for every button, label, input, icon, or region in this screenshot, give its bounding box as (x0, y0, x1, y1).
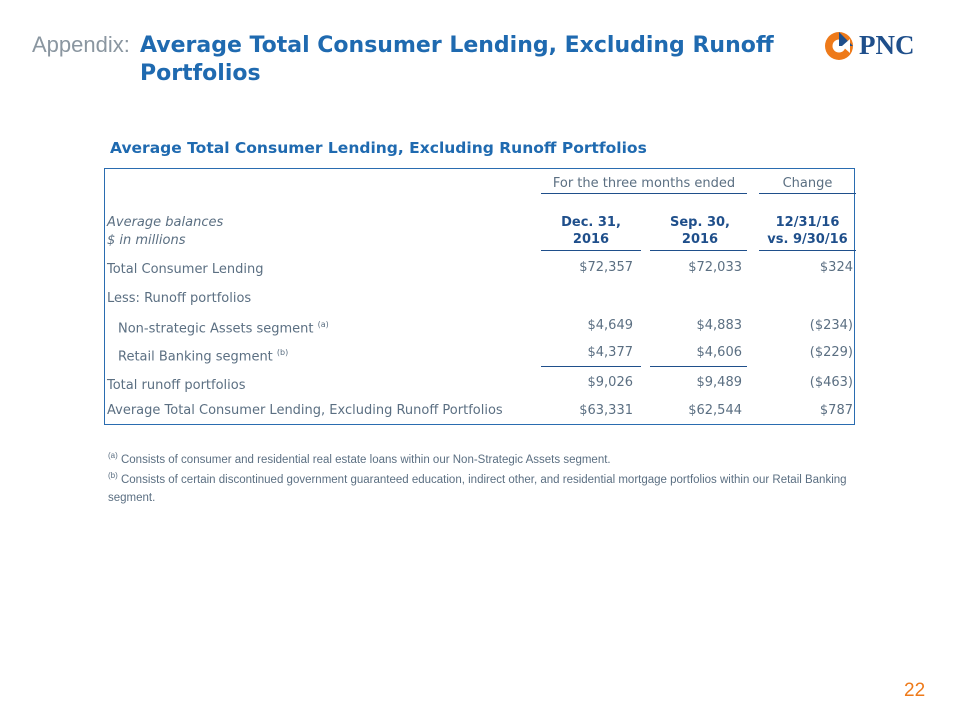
col-header-change-line1: 12/31/16 (775, 215, 840, 230)
footnote-a: (a) Consists of consumer and residential… (108, 447, 848, 469)
pnc-mark-icon (825, 32, 853, 60)
table-title: Average Total Consumer Lending, Excludin… (110, 139, 647, 157)
group-header-three-months: For the three months ended (552, 176, 736, 191)
cell-total-runoff-dec: $9,026 (587, 375, 634, 390)
cell-avg-excluding-runoff-change: $787 (819, 403, 853, 418)
footnote-b: (b) Consists of certain discontinued gov… (108, 467, 848, 507)
footnote-b-mark: (b) (108, 471, 118, 480)
cell-total-consumer-lending-sep: $72,033 (688, 260, 742, 275)
cell-total-runoff-change: ($463) (809, 375, 853, 390)
row-label-avg-excluding-runoff: Average Total Consumer Lending, Excludin… (107, 403, 503, 418)
cell-retail-banking-sep: $4,606 (696, 345, 743, 360)
row-label-retail-banking-text: Retail Banking segment (118, 349, 273, 365)
col-header-change-period: 12/31/16 vs. 9/30/16 (759, 214, 856, 248)
cell-retail-banking-change: ($229) (809, 345, 853, 360)
group-header-underline (541, 193, 747, 194)
cell-total-consumer-lending-change: $324 (819, 260, 853, 275)
cell-total-consumer-lending-dec: $72,357 (579, 260, 633, 275)
subtotal-rule-col1 (541, 366, 641, 367)
footnote-ref-a: (a) (317, 320, 329, 329)
col-header-dec-line1: Dec. 31, (561, 215, 621, 230)
footnote-a-mark: (a) (108, 451, 118, 460)
subtotal-rule-col2 (650, 366, 747, 367)
col-header-dec-line2: 2016 (572, 232, 610, 247)
cell-retail-banking-dec: $4,377 (587, 345, 634, 360)
row-label-total-runoff: Total runoff portfolios (107, 378, 246, 393)
pnc-logo-text: PNC (859, 30, 915, 60)
footnote-a-text: Consists of consumer and residential rea… (120, 453, 611, 466)
row-label-retail-banking: Retail Banking segment (b) (118, 348, 288, 364)
cell-non-strategic-sep: $4,883 (696, 318, 743, 333)
row-header-units: $ in millions (107, 233, 186, 248)
change-header-underline (759, 193, 856, 194)
footnote-ref-b: (b) (276, 348, 289, 357)
row-label-less-runoff: Less: Runoff portfolios (107, 291, 252, 306)
col-header-sep-2016: Sep. 30, 2016 (650, 214, 750, 248)
row-label-non-strategic-assets: Non-strategic Assets segment (a) (118, 320, 329, 336)
pnc-logo: PNC (823, 30, 933, 62)
cell-non-strategic-change: ($234) (809, 318, 853, 333)
col-header-change-line2: vs. 9/30/16 (767, 232, 848, 247)
group-header-change: Change (782, 176, 833, 191)
cell-avg-excluding-runoff-dec: $63,331 (579, 403, 633, 418)
cell-avg-excluding-runoff-sep: $62,544 (688, 403, 742, 418)
col3-header-underline (759, 250, 856, 251)
col-header-sep-line1: Sep. 30, (670, 215, 730, 230)
footnote-b-text: Consists of certain discontinued governm… (108, 473, 847, 504)
col-header-dec-2016: Dec. 31, 2016 (541, 214, 641, 248)
cell-total-runoff-sep: $9,489 (696, 375, 743, 390)
consumer-lending-table: For the three months ended Change Averag… (104, 168, 856, 425)
page-number: 22 (904, 680, 926, 701)
col-header-sep-line2: 2016 (681, 232, 719, 247)
page-title: Average Total Consumer Lending, Excludin… (140, 33, 774, 86)
col1-header-underline (541, 250, 641, 251)
row-label-total-consumer-lending: Total Consumer Lending (107, 262, 264, 277)
cell-non-strategic-dec: $4,649 (587, 318, 634, 333)
row-header-average-balances: Average balances (107, 215, 224, 230)
appendix-label: Appendix: (32, 32, 130, 57)
row-label-non-strategic-text: Non-strategic Assets segment (118, 321, 314, 337)
col2-header-underline (650, 250, 747, 251)
